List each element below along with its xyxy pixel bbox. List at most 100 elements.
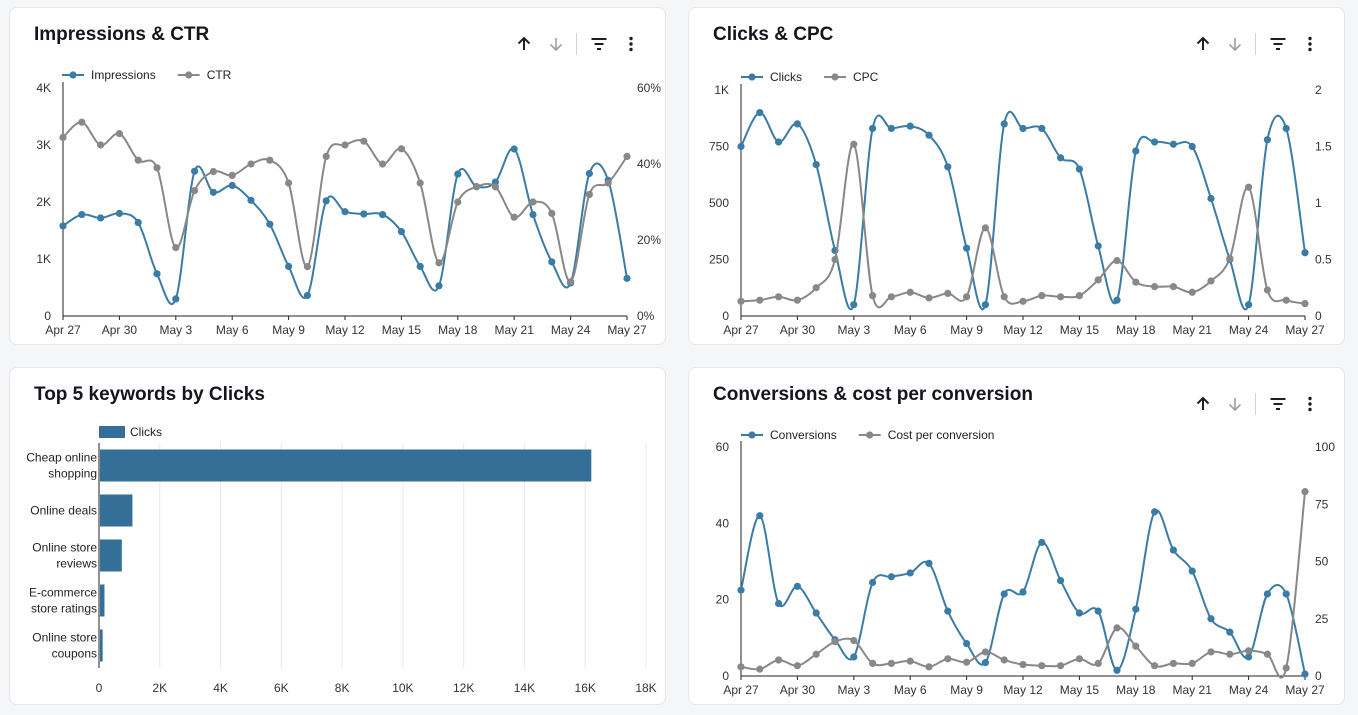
data-point [1113,666,1121,674]
sort-ascending-button[interactable] [508,30,540,58]
x-tick-label: May 12 [325,323,365,337]
data-point [963,639,971,648]
legend-label: CPC [853,70,879,84]
data-point [435,259,443,267]
data-point [510,145,518,153]
chart-legend: Clicks CPC [741,70,879,84]
data-point [567,278,575,286]
card-title: Impressions & CTR [34,24,210,45]
card-title: Clicks & CPC [713,24,834,45]
x-tick-label: May 9 [272,323,305,337]
series-cpc [737,140,1309,309]
bar [100,539,122,572]
data-point [812,284,820,292]
data-point [737,142,745,151]
data-point [925,294,933,302]
x-tick-label: May 27 [607,323,647,337]
data-point [529,210,537,219]
series-line [62,147,628,305]
data-point [1000,293,1008,301]
x-tick-label: Apr 30 [102,323,138,337]
data-point [266,156,274,164]
data-point [812,160,820,169]
legend-label: Conversions [770,428,837,442]
x-tick-label: 10K [392,681,413,695]
data-point [1113,296,1121,304]
series-clicks [737,109,1309,311]
data-point [812,609,820,617]
bar [100,449,592,482]
legend-swatch-dot [69,71,77,79]
data-point [548,258,556,266]
y-tick-label-right: 0 [1315,309,1322,323]
sort-descending-button[interactable] [540,30,572,58]
x-tick-label: May 18 [1116,323,1156,337]
conversions-card: Conversions & cost per conversion Conver… [688,367,1345,705]
category-label: shopping [48,467,97,481]
y-tick-label-left: 20 [716,593,730,607]
data-point [906,657,914,665]
x-tick-label: May 24 [1229,683,1269,697]
data-point [285,262,293,271]
data-point [775,656,783,664]
data-point [303,263,311,271]
data-point [812,650,820,658]
data-point [172,244,180,252]
data-point [548,209,556,217]
series-impressions [59,145,631,305]
data-point [1038,292,1046,300]
filter-button[interactable] [583,30,615,58]
data-point [944,607,952,615]
data-point [793,582,801,590]
data-point [1263,286,1271,294]
data-point [1057,293,1065,301]
data-point [981,301,989,309]
data-point [756,665,764,673]
filter-button[interactable] [1262,30,1294,58]
y-tick-label-left: 3K [36,138,51,152]
data-point [322,197,330,205]
sort-ascending-button[interactable] [1187,390,1219,418]
sort-descending-button[interactable] [1219,390,1251,418]
data-point [869,292,877,300]
data-point [78,118,86,126]
toolbar-divider [576,33,577,55]
filter-icon [1270,38,1286,50]
sort-descending-button[interactable] [1219,30,1251,58]
data-point [1038,124,1046,133]
x-tick-label: 2K [152,681,167,695]
data-point [944,655,952,663]
data-point [1113,624,1121,632]
data-point [1169,659,1177,668]
x-tick-label: May 24 [551,323,591,337]
data-point [97,214,105,222]
data-point [1075,292,1083,300]
data-point [585,190,594,198]
x-tick-label: 16K [575,681,596,695]
legend-label: CTR [207,68,232,82]
data-point [1226,650,1234,658]
data-point [1075,655,1083,663]
filter-button[interactable] [1262,390,1294,418]
data-point [1207,277,1215,285]
data-point [793,120,801,128]
x-tick-label: May 9 [950,323,983,337]
legend-swatch-dot [831,73,839,81]
more-options-button[interactable] [1294,390,1326,418]
arrow-down-icon [1228,398,1242,412]
x-tick-label: May 27 [1285,323,1325,337]
more-options-button[interactable] [1294,30,1326,58]
more-options-button[interactable] [615,30,647,58]
data-point [1151,283,1159,291]
sort-ascending-button[interactable] [1187,30,1219,58]
more-vert-icon [1308,396,1312,412]
y-tick-label-left: 40 [716,516,730,530]
data-point [1263,650,1271,658]
data-point [944,163,952,171]
x-tick-label: 0 [96,681,103,695]
more-vert-icon [629,36,633,52]
data-point [1226,628,1234,636]
x-tick-label: 14K [514,681,535,695]
data-point [360,137,368,145]
x-tick-label: May 27 [1285,683,1325,697]
